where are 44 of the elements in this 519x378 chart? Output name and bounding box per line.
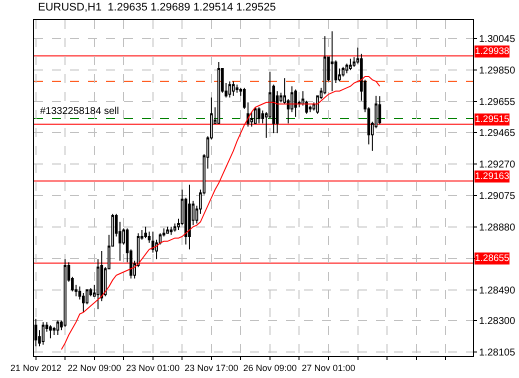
candlestick xyxy=(308,105,312,113)
y-tick-label: 1.28300 xyxy=(479,316,516,327)
y-tick-label: 1.28105 xyxy=(479,347,516,358)
ref-line-label: #1332258184 sell xyxy=(40,106,119,117)
candlestick xyxy=(349,58,352,71)
y-tick-label: 1.28880 xyxy=(479,222,516,234)
candlestick xyxy=(166,226,169,234)
candlestick xyxy=(56,320,60,336)
ref-line-label: 1.29938 xyxy=(475,46,510,57)
ref-line-label: 1.28655 xyxy=(475,253,510,264)
candlestick xyxy=(217,62,220,124)
candlestick xyxy=(342,66,345,78)
candlestick xyxy=(345,63,348,74)
y-tick-label: 1.29465 xyxy=(479,128,516,139)
y-tick-label: 1.28490 xyxy=(479,285,516,296)
y-tick-label: 1.29850 xyxy=(479,66,516,77)
x-tick-label: 26 Nov 09:00 xyxy=(243,362,297,373)
candlestick xyxy=(64,258,66,328)
candlestick xyxy=(42,322,45,346)
ref-line-label: 1.29515 xyxy=(475,114,510,125)
candlestick xyxy=(236,84,238,94)
x-tick-label: 23 Nov 01:00 xyxy=(126,362,180,373)
chart-title: EURUSD,H1 1.29635 1.29689 1.29514 1.29525 xyxy=(38,2,276,14)
y-tick-label: 1.29270 xyxy=(479,159,516,170)
y-tick-label: 1.30045 xyxy=(479,34,516,46)
y-tick-label: 1.29655 xyxy=(479,97,516,108)
candlestick xyxy=(294,88,297,118)
candlestick xyxy=(258,106,260,124)
candlestick xyxy=(232,80,235,96)
x-tick-label: 22 Nov 09:00 xyxy=(68,362,122,373)
x-tick-label: 27 Nov 01:00 xyxy=(302,362,356,373)
candlestick xyxy=(228,80,232,98)
x-tick-label: 23 Nov 17:00 xyxy=(184,362,238,373)
candlestick xyxy=(49,324,52,339)
ref-line-label: 1.29163 xyxy=(475,171,510,182)
candlestick xyxy=(188,184,191,250)
candlestick xyxy=(170,226,173,236)
candlestick xyxy=(148,231,151,244)
candlestick xyxy=(323,36,326,95)
candlestick xyxy=(144,226,147,239)
x-tick-label: 21 Nov 2012 xyxy=(10,362,62,373)
y-tick-label: 1.29075 xyxy=(479,190,516,202)
candlestick xyxy=(330,30,334,92)
candlestick xyxy=(378,96,382,125)
